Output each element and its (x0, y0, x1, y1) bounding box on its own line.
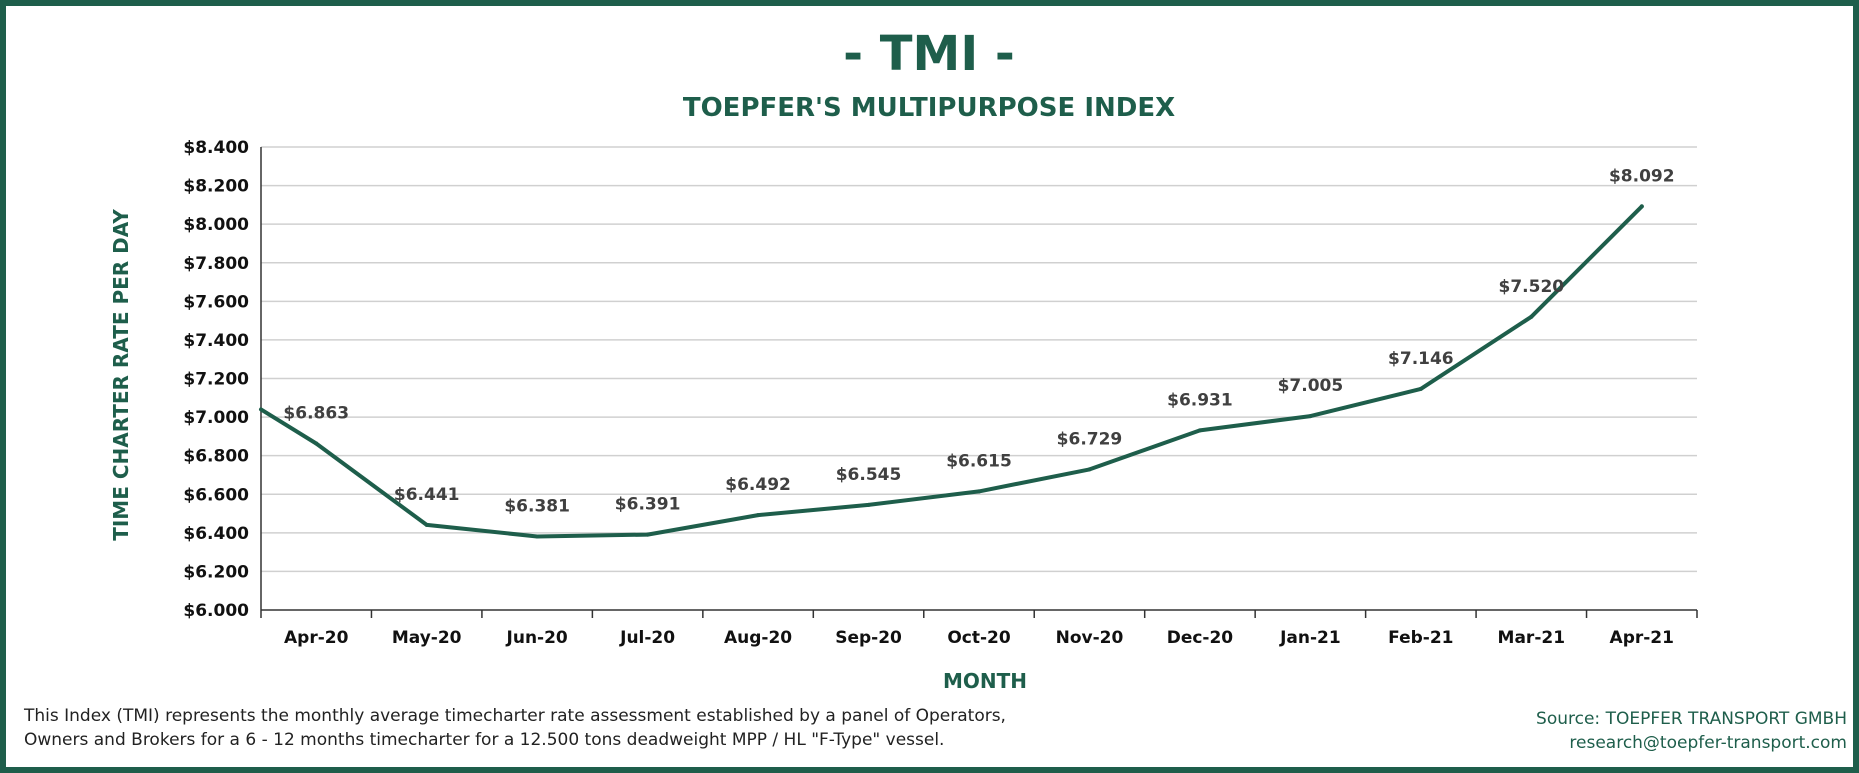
x-tick-label: Nov-20 (1056, 628, 1124, 648)
x-tick-label: Apr-20 (284, 628, 349, 648)
data-label: $7.005 (1278, 376, 1344, 396)
y-tick-label: $6.600 (183, 485, 249, 505)
y-tick-label: $6.400 (183, 524, 249, 544)
data-label: $8.092 (1609, 166, 1675, 186)
y-tick-label: $7.000 (183, 408, 249, 428)
data-point (1197, 428, 1202, 433)
data-point (1529, 314, 1534, 319)
y-tick-label: $8.200 (183, 177, 249, 197)
series-layer (259, 204, 1644, 539)
y-tick-label: $6.200 (183, 562, 249, 582)
y-tick-label: $8.000 (183, 215, 249, 235)
data-label: $6.545 (836, 465, 902, 485)
data-label: $6.931 (1167, 390, 1233, 410)
y-tick-label: $6.800 (183, 447, 249, 467)
source-line-1: Source: TOEPFER TRANSPORT GMBH (1536, 709, 1847, 729)
index-footnote: This Index (TMI) represents the monthly … (24, 704, 1064, 752)
x-axis-title: MONTH (943, 669, 1027, 693)
y-tick-label: $7.600 (183, 292, 249, 312)
x-tick-label: Sep-20 (835, 628, 902, 648)
y-tick-label: $8.400 (183, 138, 249, 158)
y-tick-label: $7.400 (183, 331, 249, 351)
x-tick-label: Jan-21 (1279, 628, 1341, 648)
x-tick-label: Aug-20 (724, 628, 792, 648)
x-tick-label: Feb-21 (1388, 628, 1453, 648)
series-line (259, 204, 1644, 539)
data-point (1087, 467, 1092, 472)
data-point (424, 522, 429, 527)
data-label: $6.863 (283, 404, 349, 424)
chart-title: - TMI - (843, 26, 1015, 82)
y-tick-label: $6.000 (183, 601, 249, 621)
data-point (866, 502, 871, 507)
data-point (645, 532, 650, 537)
data-point (1308, 414, 1313, 419)
footnote-line-2: Owners and Brokers for a 6 - 12 months t… (24, 730, 945, 750)
source-email: research@toepfer-transport.com (1569, 733, 1847, 753)
data-label: $6.391 (615, 495, 681, 515)
data-point (977, 489, 981, 494)
data-point (535, 534, 540, 539)
data-label: $6.381 (504, 496, 570, 516)
x-tick-labels: Apr-20 May-20 Jun-20 Jul-20 Aug-20 Sep-20 Oct-… (284, 628, 1674, 648)
data-point (314, 441, 319, 446)
axes (260, 147, 1698, 618)
data-label: $6.615 (946, 451, 1012, 471)
chart-subtitle: TOEPFER'S MULTIPURPOSE INDEX (683, 93, 1175, 123)
gridlines (261, 146, 1697, 573)
data-point (1418, 386, 1423, 391)
data-point (756, 513, 761, 518)
data-label: $7.520 (1499, 277, 1565, 297)
source-note: Source: TOEPFER TRANSPORT GMBH research@… (1536, 707, 1847, 755)
x-tick-label: May-20 (392, 628, 462, 648)
data-label: $7.146 (1388, 349, 1454, 369)
data-label: $6.729 (1057, 429, 1123, 449)
data-labels: $6.863 $6.441 $6.381 $6.391 $6.492 $6.545 $6.6… (283, 166, 1674, 516)
y-tick-label: $7.200 (183, 370, 249, 390)
y-tick-labels: $6.000 $6.200 $6.400 $6.600 $6.800 $7.000 $7.2… (183, 138, 249, 621)
y-tick-label: $7.800 (183, 254, 249, 274)
x-tick-label: Jul-20 (619, 628, 675, 648)
data-label: $6.441 (394, 485, 460, 505)
x-tick-label: Dec-20 (1167, 628, 1234, 648)
data-label: $6.492 (725, 475, 791, 495)
data-point (1639, 204, 1644, 209)
x-tick-label: Apr-21 (1610, 628, 1674, 648)
x-tick-label: Mar-21 (1498, 628, 1566, 648)
footnote-line-1: This Index (TMI) represents the monthly … (24, 706, 1006, 726)
x-tick-label: Oct-20 (947, 628, 1011, 648)
y-axis-title: TIME CHARTER RATE PER DAY (109, 209, 133, 541)
x-tick-label: Jun-20 (506, 628, 568, 648)
